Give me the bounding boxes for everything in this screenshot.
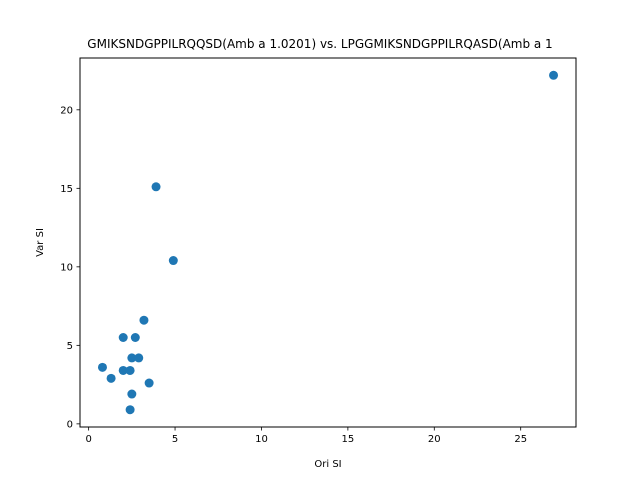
data-point	[168, 256, 178, 266]
data-point	[106, 373, 116, 383]
axis-ticks: 0 5 10 15 20 25 0 5 10 15 20	[60, 105, 527, 445]
x-tick-label: 0	[85, 434, 91, 445]
y-tick-label: 15	[60, 184, 73, 195]
data-point	[127, 353, 137, 363]
x-tick-label: 10	[255, 434, 268, 445]
data-point	[125, 405, 135, 415]
y-tick-label: 10	[60, 262, 73, 273]
data-point	[125, 365, 135, 375]
y-axis-label: Var SI	[35, 228, 46, 257]
data-point	[549, 70, 559, 80]
x-tick-label: 5	[172, 434, 178, 445]
y-tick-label: 20	[60, 105, 73, 116]
x-tick-label: 25	[514, 434, 527, 445]
data-point	[130, 332, 140, 342]
data-point	[144, 378, 154, 388]
data-point	[151, 182, 161, 192]
x-axis-label: Ori SI	[314, 459, 341, 470]
data-point	[139, 315, 149, 325]
plot-frame	[79, 57, 577, 428]
data-point	[97, 362, 107, 372]
x-tick-label: 15	[342, 434, 355, 445]
x-tick-label: 20	[428, 434, 441, 445]
data-points	[97, 70, 559, 415]
y-tick-label: 0	[67, 419, 73, 430]
data-point	[127, 389, 137, 399]
y-tick-label: 5	[67, 341, 73, 352]
data-point	[118, 365, 128, 375]
data-point	[118, 332, 128, 342]
data-point	[134, 353, 144, 363]
chart-title: GMIKSNDGPPILRQQSD(Amb a 1.0201) vs. LPGG…	[87, 37, 552, 51]
